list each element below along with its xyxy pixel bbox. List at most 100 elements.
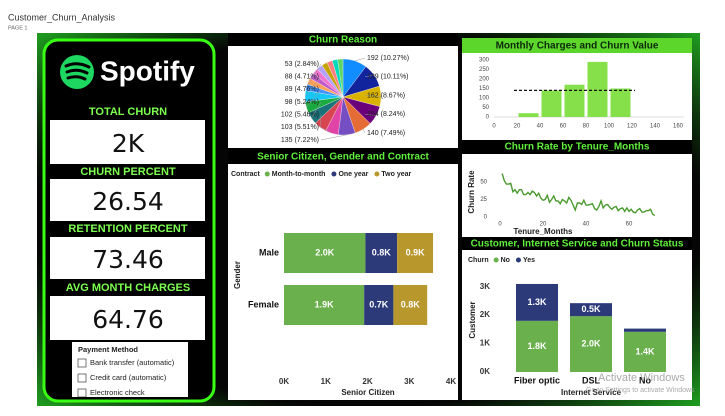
kpi-card [50, 296, 205, 340]
legend-marker [515, 257, 521, 263]
leader-line [311, 101, 322, 119]
kpi-value: 73.46 [92, 245, 164, 274]
legend-marker [331, 171, 337, 177]
y-axis-title: Churn Rate [467, 170, 476, 214]
x-tick-label: 4K [446, 377, 456, 386]
bar-segment [284, 233, 366, 273]
kpi-card [50, 120, 205, 164]
data-label: 2.0K [581, 338, 601, 348]
checkbox[interactable] [77, 388, 87, 397]
category-label: Fiber optic [514, 375, 560, 385]
x-axis-title: Internet Service [561, 388, 622, 397]
y-tick-label: 100 [479, 96, 490, 102]
data-label: 154 (8.24%) [367, 111, 405, 118]
data-label: 135 (7.22%) [281, 137, 319, 144]
chart-title: Monthly Charges and Churn Value [496, 41, 659, 52]
histogram-bar [541, 90, 562, 117]
y-tick-label: 2K [480, 310, 490, 319]
slicer-title: Payment Method [78, 345, 138, 354]
panel-title-bar [462, 140, 692, 154]
legend-title: Churn [468, 257, 489, 264]
legend-label: Month-to-month [272, 171, 326, 178]
y-tick-label: 50 [480, 180, 487, 186]
slicer-item: Electronic check [90, 388, 145, 397]
panel [462, 154, 692, 237]
legend-title: Contract [231, 171, 260, 178]
slicer-item: Bank transfer (automatic) [90, 358, 175, 367]
data-label: 103 (5.51%) [281, 124, 319, 131]
leader-line [320, 134, 347, 141]
checkbox[interactable] [77, 358, 87, 368]
data-label: 0.7K [369, 299, 389, 309]
x-tick-label: 1K [321, 377, 331, 386]
leader-line [319, 114, 322, 128]
data-label: 102 (5.46%) [281, 112, 319, 119]
kpi-value: 2K [112, 129, 145, 158]
x-tick-label: 3K [404, 377, 414, 386]
bar-segment [365, 233, 398, 273]
category-label: Female [248, 299, 279, 309]
y-tick-label: 300 [479, 58, 490, 64]
data-label: 189 (10.11%) [367, 74, 409, 81]
y-tick-label: 1K [480, 339, 490, 348]
x-tick-label: 0 [498, 222, 502, 228]
x-tick-label: 100 [604, 124, 615, 130]
leader-line [354, 57, 366, 62]
x-tick-label: 20 [540, 222, 547, 228]
legend-label: Yes [523, 257, 535, 264]
leader-line [364, 75, 375, 77]
bar-segment [624, 331, 666, 372]
legend-label: Two year [381, 171, 411, 178]
histogram-bar [610, 88, 631, 117]
x-tick-label: 120 [627, 124, 638, 130]
y-tick-label: 0 [484, 215, 488, 221]
kpi-label: RETENTION PERCENT [68, 223, 187, 235]
x-tick-label: 20 [514, 124, 521, 130]
bar-segment [516, 320, 558, 372]
bar-segment [364, 285, 394, 325]
x-tick-label: 40 [537, 124, 544, 130]
checkbox[interactable] [77, 373, 87, 383]
x-tick-label: 80 [583, 124, 590, 130]
histogram-bar [587, 61, 608, 117]
kpi-value: 26.54 [92, 187, 164, 216]
category-label: DSL [582, 375, 601, 385]
bar-segment [393, 285, 428, 325]
histogram-bar [564, 84, 585, 117]
panel-title-bar [462, 38, 692, 53]
bar-segment [397, 233, 434, 273]
y-tick-label: 50 [482, 105, 489, 111]
x-tick-label: 60 [560, 124, 567, 130]
kpi-label: TOTAL CHURN [89, 106, 167, 118]
pie-slice [337, 58, 344, 98]
y-tick-label: 200 [479, 77, 490, 83]
brand-name: Spotify [100, 55, 195, 86]
x-axis-title: Senior Citizen [341, 388, 394, 397]
leader-line [306, 89, 322, 108]
y-tick-label: 150 [479, 86, 490, 92]
slicer: Payment Method Bank transfer (automatic) C… [72, 342, 188, 397]
panel-title-bar [228, 33, 458, 46]
bar-segment [516, 283, 558, 321]
y-tick-label: 25 [480, 197, 487, 203]
slicer-item: Credit card (automatic) [90, 373, 167, 382]
kpi-label: AVG MONTH CHARGES [66, 282, 190, 294]
chart-title: Customer, Internet Service and Churn Sta… [471, 239, 684, 250]
data-label: 53 (2.84%) [285, 61, 319, 68]
x-tick-label: 60 [626, 222, 633, 228]
page-label: PAGE 1 [8, 25, 27, 31]
bar-segment [570, 316, 612, 372]
y-tick-label: 3K [480, 282, 490, 291]
data-label: 1.8K [527, 341, 547, 351]
kpi-value: 64.76 [92, 305, 164, 334]
x-tick-label: 0K [279, 377, 289, 386]
chart-title: Senior Citizen, Gender and Contract [257, 152, 429, 163]
category-label: No [639, 375, 651, 385]
data-label: 89 (4.76%) [285, 86, 319, 93]
leader-line [363, 129, 366, 134]
panel [228, 164, 458, 400]
panel-title-bar [228, 148, 458, 164]
data-label: 88 (4.71%) [285, 74, 319, 81]
